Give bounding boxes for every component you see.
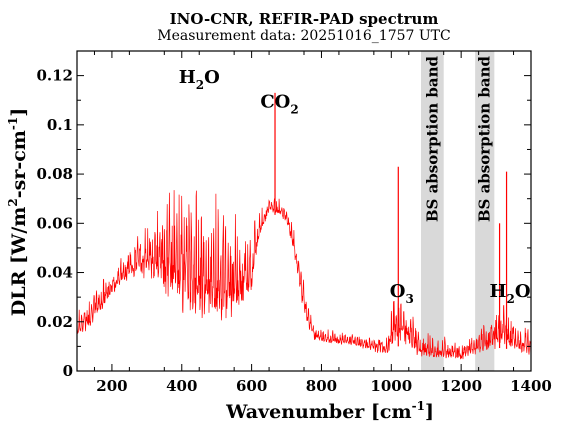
y-tick-label-6: 0.12	[36, 67, 73, 85]
y-tick-label-5: 0.1	[47, 116, 73, 134]
y-tick-label-4: 0.08	[36, 165, 73, 183]
y-tick-label-0: 0	[63, 362, 73, 380]
x-tick-label-600: 600	[236, 377, 267, 395]
x-tick-label-1400: 1400	[510, 377, 552, 395]
x-tick-label-1200: 1200	[440, 377, 482, 395]
x-tick-label-800: 800	[306, 377, 337, 395]
molecule-label-3: O3	[390, 281, 414, 306]
chart-subtitle: Measurement data: 20251016_1757 UTC	[157, 28, 450, 44]
absorption-band-2	[475, 51, 495, 371]
molecule-label-2: CO2	[260, 92, 298, 117]
x-axis-label: Wavenumber [cm-1]	[225, 399, 434, 423]
molecule-annotations: H2O CO2 O3 H2O	[179, 67, 531, 306]
molecule-label-4: H2O	[490, 281, 531, 306]
absorption-band-label-1: BS absorption band	[423, 56, 441, 223]
y-axis-ticks: 0 0.02 0.04 0.06 0.08 0.1 0.12	[36, 67, 531, 380]
y-tick-label-1: 0.02	[36, 313, 73, 331]
absorption-bands: BS absorption band BS absorption band	[420, 51, 495, 371]
spectrum-line	[76, 190, 532, 360]
chart-title: INO-CNR, REFIR-PAD spectrum	[170, 10, 439, 28]
absorption-band-label-2: BS absorption band	[476, 56, 494, 223]
plot-frame	[76, 50, 532, 372]
x-tick-label-400: 400	[166, 377, 197, 395]
molecule-label-1: H2O	[179, 67, 220, 92]
y-axis-label: DLR [W/m2-sr-cm-1]	[6, 108, 30, 316]
y-tick-label-2: 0.04	[36, 264, 73, 282]
data-series	[76, 92, 532, 360]
y-tick-label-3: 0.06	[36, 214, 73, 232]
x-tick-label-200: 200	[96, 377, 127, 395]
absorption-band-1	[420, 51, 444, 371]
x-axis-ticks: 200 400 600 800 1000 1200 1400	[93, 51, 552, 395]
x-tick-label-1000: 1000	[370, 377, 412, 395]
